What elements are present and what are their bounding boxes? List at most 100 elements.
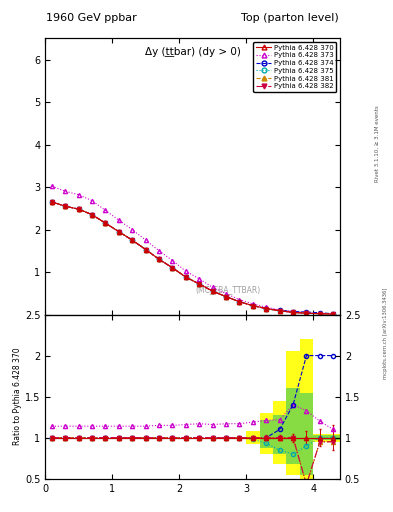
Pythia 6.428 374 bbox=[304, 309, 309, 315]
Pythia 6.428 374 bbox=[197, 281, 202, 287]
Pythia 6.428 374 bbox=[331, 311, 336, 317]
Pythia 6.428 381 bbox=[130, 237, 135, 243]
Pythia 6.428 382 bbox=[224, 293, 228, 300]
Pythia 6.428 382 bbox=[184, 274, 188, 280]
Pythia 6.428 375 bbox=[184, 274, 188, 280]
Pythia 6.428 381 bbox=[90, 211, 94, 218]
Pythia 6.428 381 bbox=[210, 288, 215, 294]
Pythia 6.428 374 bbox=[210, 288, 215, 294]
Pythia 6.428 382 bbox=[90, 211, 94, 218]
Line: Pythia 6.428 374: Pythia 6.428 374 bbox=[50, 200, 335, 316]
Pythia 6.428 375 bbox=[250, 303, 255, 309]
Pythia 6.428 375 bbox=[197, 281, 202, 287]
Pythia 6.428 381 bbox=[224, 293, 228, 300]
Pythia 6.428 381 bbox=[116, 229, 121, 235]
Pythia 6.428 374 bbox=[103, 220, 108, 226]
Pythia 6.428 374 bbox=[157, 256, 162, 262]
Pythia 6.428 373 bbox=[170, 258, 175, 264]
Pythia 6.428 373 bbox=[116, 217, 121, 223]
Text: 1960 GeV ppbar: 1960 GeV ppbar bbox=[46, 13, 137, 23]
Pythia 6.428 382 bbox=[237, 298, 242, 305]
Pythia 6.428 381 bbox=[291, 309, 296, 315]
Pythia 6.428 374 bbox=[277, 307, 282, 313]
Pythia 6.428 381 bbox=[76, 206, 81, 212]
Y-axis label: Ratio to Pythia 6.428 370: Ratio to Pythia 6.428 370 bbox=[13, 348, 22, 445]
Pythia 6.428 382 bbox=[304, 310, 309, 316]
Pythia 6.428 375 bbox=[90, 211, 94, 218]
Pythia 6.428 374 bbox=[76, 206, 81, 212]
Pythia 6.428 381 bbox=[264, 306, 269, 312]
Pythia 6.428 382 bbox=[291, 309, 296, 315]
Pythia 6.428 381 bbox=[318, 311, 322, 317]
Pythia 6.428 375 bbox=[304, 310, 309, 316]
Pythia 6.428 374 bbox=[184, 274, 188, 280]
Pythia 6.428 375 bbox=[63, 203, 68, 209]
Pythia 6.428 382 bbox=[116, 229, 121, 235]
Pythia 6.428 373 bbox=[304, 310, 309, 316]
Pythia 6.428 381 bbox=[277, 308, 282, 314]
Pythia 6.428 373 bbox=[130, 226, 135, 232]
Pythia 6.428 381 bbox=[304, 310, 309, 316]
Pythia 6.428 374 bbox=[170, 265, 175, 271]
Legend: Pythia 6.428 370, Pythia 6.428 373, Pythia 6.428 374, Pythia 6.428 375, Pythia 6: Pythia 6.428 370, Pythia 6.428 373, Pyth… bbox=[253, 42, 336, 92]
Pythia 6.428 382 bbox=[50, 199, 54, 205]
Pythia 6.428 375 bbox=[76, 206, 81, 212]
Line: Pythia 6.428 373: Pythia 6.428 373 bbox=[50, 184, 335, 316]
Pythia 6.428 382 bbox=[277, 308, 282, 314]
Pythia 6.428 373 bbox=[250, 301, 255, 307]
Pythia 6.428 374 bbox=[224, 293, 228, 300]
Pythia 6.428 375 bbox=[103, 220, 108, 226]
Pythia 6.428 373 bbox=[63, 188, 68, 195]
Pythia 6.428 375 bbox=[264, 306, 269, 312]
Pythia 6.428 382 bbox=[76, 206, 81, 212]
Pythia 6.428 375 bbox=[277, 308, 282, 314]
Pythia 6.428 374 bbox=[264, 306, 269, 312]
Pythia 6.428 373 bbox=[210, 284, 215, 290]
Pythia 6.428 375 bbox=[331, 311, 336, 317]
Pythia 6.428 373 bbox=[103, 207, 108, 214]
Line: Pythia 6.428 382: Pythia 6.428 382 bbox=[50, 200, 335, 316]
Pythia 6.428 381 bbox=[103, 220, 108, 226]
Pythia 6.428 373 bbox=[264, 304, 269, 310]
Text: Rivet 3.1.10, ≥ 3.1M events: Rivet 3.1.10, ≥ 3.1M events bbox=[375, 105, 380, 182]
Pythia 6.428 373 bbox=[157, 248, 162, 254]
Line: Pythia 6.428 375: Pythia 6.428 375 bbox=[50, 200, 335, 316]
Line: Pythia 6.428 381: Pythia 6.428 381 bbox=[50, 200, 335, 316]
Pythia 6.428 382 bbox=[250, 303, 255, 309]
Pythia 6.428 375 bbox=[130, 237, 135, 243]
Pythia 6.428 374 bbox=[130, 237, 135, 243]
Pythia 6.428 374 bbox=[250, 303, 255, 309]
Pythia 6.428 381 bbox=[237, 298, 242, 305]
Pythia 6.428 381 bbox=[143, 246, 148, 252]
Pythia 6.428 382 bbox=[157, 256, 162, 262]
Pythia 6.428 374 bbox=[318, 310, 322, 316]
Pythia 6.428 374 bbox=[116, 229, 121, 235]
Pythia 6.428 373 bbox=[184, 268, 188, 274]
Pythia 6.428 373 bbox=[50, 183, 54, 189]
Pythia 6.428 382 bbox=[210, 288, 215, 294]
Pythia 6.428 382 bbox=[63, 203, 68, 209]
Pythia 6.428 373 bbox=[76, 191, 81, 198]
Pythia 6.428 381 bbox=[331, 311, 336, 317]
Pythia 6.428 375 bbox=[210, 288, 215, 294]
Pythia 6.428 374 bbox=[90, 211, 94, 218]
Pythia 6.428 381 bbox=[50, 199, 54, 205]
Pythia 6.428 375 bbox=[237, 298, 242, 305]
Pythia 6.428 374 bbox=[291, 309, 296, 315]
Pythia 6.428 381 bbox=[63, 203, 68, 209]
Pythia 6.428 381 bbox=[184, 274, 188, 280]
Pythia 6.428 381 bbox=[157, 256, 162, 262]
Pythia 6.428 382 bbox=[331, 311, 336, 317]
Pythia 6.428 373 bbox=[318, 311, 322, 317]
Pythia 6.428 374 bbox=[63, 203, 68, 209]
Pythia 6.428 375 bbox=[157, 256, 162, 262]
Pythia 6.428 382 bbox=[197, 281, 202, 287]
Pythia 6.428 373 bbox=[224, 291, 228, 297]
Pythia 6.428 373 bbox=[277, 307, 282, 313]
Pythia 6.428 381 bbox=[197, 281, 202, 287]
Pythia 6.428 381 bbox=[250, 303, 255, 309]
Pythia 6.428 373 bbox=[291, 309, 296, 315]
Pythia 6.428 382 bbox=[143, 246, 148, 252]
Text: Top (parton level): Top (parton level) bbox=[241, 13, 339, 23]
Pythia 6.428 375 bbox=[170, 265, 175, 271]
